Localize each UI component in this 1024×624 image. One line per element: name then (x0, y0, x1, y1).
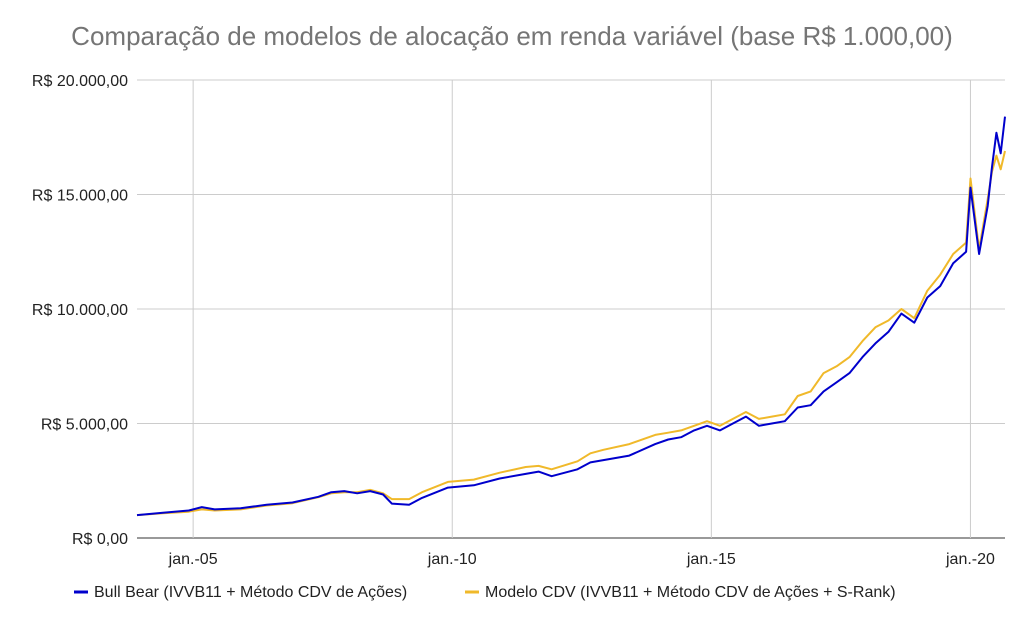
y-tick-label: R$ 5.000,00 (41, 417, 128, 434)
x-tick-label: jan.-20 (945, 551, 995, 568)
legend-label: Modelo CDV (IVVB11 + Método CDV de Ações… (485, 584, 896, 601)
series-line-modelo-cdv (136, 150, 1006, 517)
legend-label: Bull Bear (IVVB11 + Método CDV de Ações) (94, 584, 407, 601)
grid-layer (137, 79, 1005, 539)
y-tick-label: R$ 10.000,00 (32, 302, 128, 319)
y-tick-label: R$ 0,00 (72, 531, 128, 548)
y-tick-label: R$ 15.000,00 (32, 188, 128, 205)
x-axis: jan.-05 jan.-10 jan.-15 jan.-20 (168, 551, 995, 568)
legend: Bull Bear (IVVB11 + Método CDV de Ações)… (74, 584, 896, 601)
legend-item-bull-bear: Bull Bear (IVVB11 + Método CDV de Ações) (74, 584, 407, 601)
x-tick-label: jan.-05 (168, 551, 218, 568)
x-tick-label: jan.-15 (686, 551, 736, 568)
y-axis: R$ 0,00 R$ 5.000,00 R$ 10.000,00 R$ 15.000,… (32, 73, 128, 548)
series-line-bull-bear (136, 116, 1006, 517)
y-tick-label: R$ 20.000,00 (32, 73, 128, 90)
legend-item-modelo-cdv: Modelo CDV (IVVB11 + Método CDV de Ações… (465, 584, 896, 601)
x-tick-label: jan.-10 (427, 551, 477, 568)
series-layer (136, 116, 1006, 517)
chart-title: Comparação de modelos de alocação em ren… (71, 21, 953, 51)
